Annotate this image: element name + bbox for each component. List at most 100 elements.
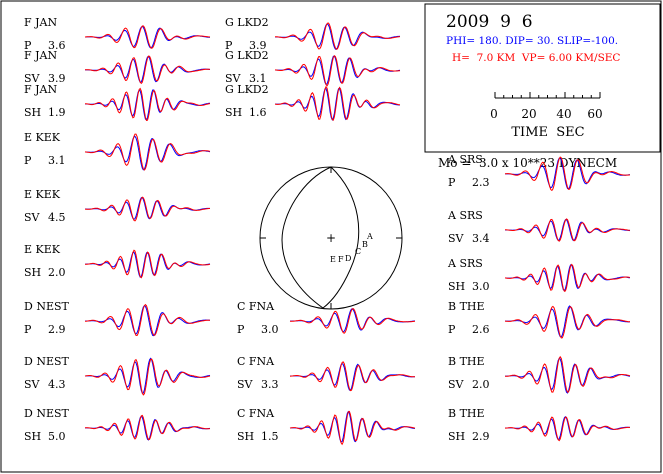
waveform-panel: A SRS P 2.3 — [447, 153, 631, 192]
phase-label: P — [24, 323, 32, 336]
waveform-panel: C FNA SV 3.3 — [237, 355, 416, 392]
station-marker-f: F — [338, 255, 344, 264]
phase-label: SV — [24, 211, 41, 224]
station-marker-c: C — [355, 247, 361, 256]
amplitude-value: 2.0 — [472, 378, 490, 391]
depth-velocity-text: H= 7.0 KM VP= 6.00 KM/SEC — [452, 52, 620, 64]
time-scale-label: TIME SEC — [511, 125, 584, 140]
waveform-panel: F JAN SV 3.9 — [24, 49, 211, 85]
station-label: F JAN — [24, 83, 57, 96]
time-scale-bar: 0 20 40 60 TIME SEC — [490, 92, 603, 140]
time-scale-tick-20: 20 — [521, 107, 536, 121]
observed-waveform — [275, 23, 401, 50]
event-date: 2009 9 6 — [446, 12, 533, 32]
station-label: C FNA — [237, 407, 275, 420]
amplitude-value: 2.6 — [472, 323, 490, 336]
phase-label: SV — [24, 72, 41, 85]
amplitude-value: 2.9 — [472, 430, 490, 443]
waveform-panel: D NEST SV 4.3 — [24, 355, 211, 396]
phase-label: P — [225, 39, 233, 52]
info-box-frame — [424, 3, 661, 153]
amplitude-value: 5.0 — [48, 430, 66, 443]
station-label: B THE — [448, 300, 485, 313]
phase-label: P — [448, 323, 456, 336]
synthetic-waveform — [290, 308, 416, 334]
amplitude-value: 3.6 — [48, 39, 66, 52]
station-label: E KEK — [24, 188, 61, 201]
synthetic-waveform — [505, 416, 630, 442]
observed-waveform — [275, 55, 401, 85]
synthetic-waveform — [504, 156, 631, 192]
station-label: E KEK — [24, 131, 61, 144]
waveform-panel: F JAN SH 1.9 — [24, 83, 211, 121]
phase-label: SV — [24, 378, 41, 391]
observed-waveform — [85, 89, 210, 121]
phase-label: SH — [24, 266, 41, 279]
observed-waveform — [290, 362, 416, 391]
phase-label: SV — [448, 378, 465, 391]
phase-label: SV — [448, 232, 465, 245]
amplitude-value: 4.3 — [48, 378, 66, 391]
station-label: G LKD2 — [225, 83, 269, 96]
station-label: C FNA — [237, 300, 275, 313]
station-label: B THE — [448, 355, 485, 368]
synthetic-waveform — [505, 355, 631, 393]
time-scale-tick-60: 60 — [587, 107, 602, 121]
observed-waveform — [84, 415, 211, 441]
synthetic-waveform — [274, 85, 401, 121]
phase-label: P — [24, 154, 32, 167]
synthetic-waveform — [504, 305, 630, 339]
beachball-center-marker: + — [326, 231, 336, 245]
phase-label: SH — [225, 106, 242, 119]
synthetic-waveform — [84, 25, 211, 49]
amplitude-value: 1.9 — [48, 106, 66, 119]
waveform-panel: G LKD2 P 3.9 — [225, 16, 401, 52]
station-label: G LKD2 — [225, 49, 269, 62]
synthetic-waveform — [84, 358, 211, 396]
station-label: C FNA — [237, 355, 275, 368]
observed-waveform — [85, 25, 211, 49]
synthetic-waveform — [274, 54, 401, 87]
waveform-panel: E KEK SV 4.5 — [24, 188, 210, 224]
synthetic-waveform — [85, 249, 211, 279]
station-marker-a: A — [366, 232, 373, 241]
station-label: F JAN — [24, 49, 57, 62]
waveform-panel: D NEST P 2.9 — [24, 300, 211, 337]
amplitude-value: 3.9 — [48, 72, 66, 85]
synthetic-waveform — [289, 361, 415, 392]
phase-label: P — [24, 39, 32, 52]
seismic-moment: Mo = 3.0 x 10**23 DYNECM — [438, 156, 617, 170]
station-label: A SRS — [447, 153, 483, 166]
synthetic-waveform — [505, 218, 631, 242]
waveform-panel: E KEK SH 2.0 — [24, 243, 211, 279]
waveform-panel: C FNA SH 1.5 — [237, 407, 416, 446]
waveform-panel: E KEK P 3.1 — [24, 131, 211, 171]
observed-waveform — [505, 264, 631, 292]
phase-label: SH — [24, 106, 41, 119]
mechanism-text: PHI= 180. DIP= 30. SLIP=-100. — [446, 35, 618, 47]
station-label: F JAN — [24, 16, 57, 29]
phase-label: SH — [448, 430, 465, 443]
waveform-panel: C FNA P 3.0 — [237, 300, 416, 336]
amplitude-value: 3.3 — [261, 378, 279, 391]
station-marker-d: D — [345, 254, 351, 263]
station-label: A SRS — [447, 209, 483, 222]
amplitude-value: 3.4 — [472, 232, 490, 245]
phase-label: P — [237, 323, 245, 336]
amplitude-value: 2.0 — [48, 266, 66, 279]
station-label: E KEK — [24, 243, 61, 256]
synthetic-waveform — [275, 22, 401, 50]
phase-label: SH — [24, 430, 41, 443]
waveform-panel: G LKD2 SH 1.6 — [225, 83, 401, 121]
station-label: A SRS — [447, 257, 483, 270]
synthetic-waveform — [85, 87, 211, 121]
station-label: B THE — [448, 407, 485, 420]
station-label: D NEST — [24, 300, 70, 313]
synthetic-waveform — [289, 410, 416, 446]
focal-mechanism-beachball: + A B C D E F — [259, 166, 403, 310]
synthetic-waveform — [504, 263, 631, 292]
observed-waveform — [85, 251, 211, 278]
